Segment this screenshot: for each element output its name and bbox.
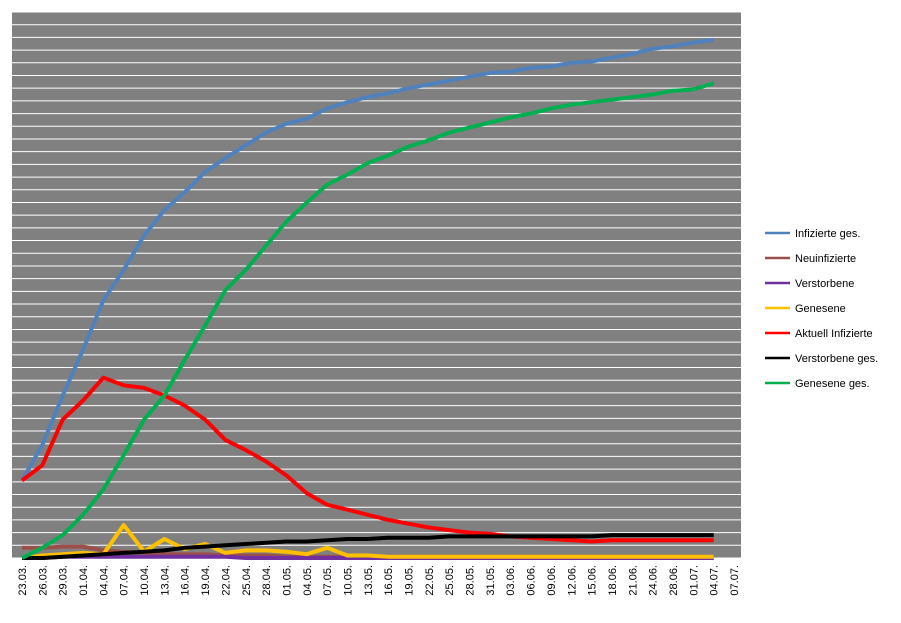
x-tick-label: 01.07.	[688, 565, 700, 596]
series-line	[22, 533, 714, 560]
series-line	[21, 81, 715, 560]
x-tick-label: 13.04.	[159, 565, 171, 596]
x-tick-label: 13.05.	[363, 565, 375, 596]
x-tick-label: 21.06.	[627, 565, 639, 596]
x-tick-label: 07.05.	[322, 565, 334, 596]
series-line	[20, 37, 714, 482]
plot-area	[12, 12, 741, 558]
x-tick-label: 31.05.	[485, 565, 497, 596]
x-tick-label: 01.04.	[78, 565, 90, 596]
legend-label: Verstorbene ges.	[795, 353, 878, 365]
legend-label: Infizierte ges.	[795, 228, 860, 240]
x-tick-label: 28.05.	[465, 565, 477, 596]
x-tick-label: 19.04.	[200, 565, 212, 596]
x-tick-label: 10.04.	[139, 565, 151, 596]
series-line	[21, 523, 714, 560]
legend-label: Genesene ges.	[795, 378, 870, 390]
x-tick-label: 16.04.	[180, 565, 192, 596]
x-tick-label: 29.03.	[58, 565, 70, 596]
x-tick-label: 22.04.	[220, 565, 232, 596]
x-tick-label: 24.06.	[648, 565, 660, 596]
x-tick-label: 18.06.	[607, 565, 619, 596]
x-tick-label: 06.06.	[526, 565, 538, 596]
legend-label: Aktuell Infizierte	[795, 328, 873, 340]
x-tick-label: 07.04.	[119, 565, 131, 596]
x-tick-label: 16.05.	[383, 565, 395, 596]
legend-label: Genesene	[795, 303, 846, 315]
x-tick-label: 25.05.	[444, 565, 456, 596]
x-tick-label: 28.06.	[668, 565, 680, 596]
x-tick-label: 01.05.	[281, 565, 293, 596]
x-tick-label: 26.03.	[37, 565, 49, 596]
x-tick-label: 15.06.	[587, 565, 599, 596]
x-tick-label: 04.05.	[302, 565, 314, 596]
legend-label: Neuinfizierte	[795, 253, 856, 265]
x-tick-label: 04.04.	[98, 565, 110, 596]
x-tick-label: 04.07.	[709, 565, 721, 596]
x-tick-label: 03.06.	[505, 565, 517, 596]
x-tick-label: 19.05.	[404, 565, 416, 596]
x-tick-label: 28.04.	[261, 565, 273, 596]
x-tick-label: 25.04.	[241, 565, 253, 596]
x-tick-label: 22.05.	[424, 565, 436, 596]
x-tick-label: 10.05.	[342, 565, 354, 596]
x-tick-label: 12.06.	[566, 565, 578, 596]
x-tick-label: 23.03.	[17, 565, 29, 596]
x-tick-label: 09.06.	[546, 565, 558, 596]
legend-label: Verstorbene	[795, 278, 854, 290]
x-tick-label: 07.07.	[729, 565, 741, 596]
series-line	[20, 375, 714, 544]
